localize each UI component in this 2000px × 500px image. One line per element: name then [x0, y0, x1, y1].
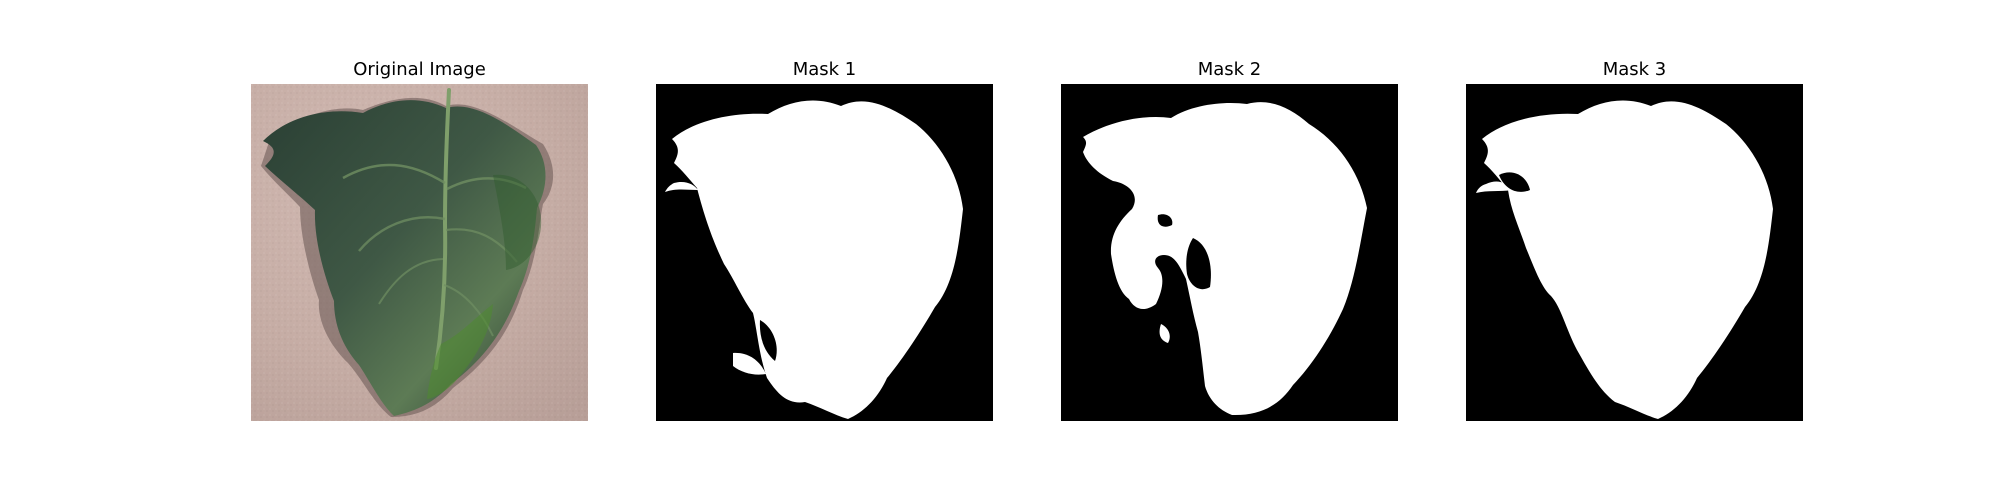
mask-1-bottom-left-blob — [733, 352, 766, 375]
mask-1-image — [656, 84, 993, 421]
mask-3-image — [1466, 84, 1803, 421]
mask-3-speck-bottom — [1602, 362, 1617, 381]
panel-title-original-image: Original Image — [353, 59, 486, 80]
leaf-midrib — [434, 88, 451, 370]
mask-1-hole — [759, 320, 777, 361]
mask-3-panel — [1466, 84, 1803, 421]
leaf-highlight-bottom-right — [427, 304, 493, 399]
mask-2-speck — [1159, 324, 1170, 343]
leaf-vein-upper-left — [342, 163, 446, 185]
mask-3-hole-upper-left — [1499, 172, 1530, 192]
mask-1-leaf-region — [672, 100, 963, 420]
leaf-vein-upper-right — [446, 177, 527, 191]
original-image-panel — [251, 84, 588, 421]
mask-2-image — [1061, 84, 1398, 421]
mask-2-panel — [1061, 84, 1398, 421]
mask-2-leaf-region — [1083, 102, 1367, 416]
leaf-vein-middle-left — [358, 216, 446, 252]
leaf-vein-middle-right — [445, 228, 518, 263]
mask-1-panel — [656, 84, 993, 421]
mask-2-inner-hole — [1186, 238, 1211, 290]
leaf-vein-lower-right — [443, 284, 494, 337]
panel-title-mask-2: Mask 2 — [1197, 59, 1262, 80]
mask-3-left-spur — [1476, 181, 1512, 193]
mask-2-small-hole — [1157, 214, 1173, 227]
leaf-vein-lower-left — [378, 258, 444, 305]
panel-title-mask-1: Mask 1 — [792, 59, 857, 80]
mask-3-leaf-region — [1482, 100, 1773, 420]
mask-1-left-spur — [665, 181, 698, 192]
panel-title-mask-3: Mask 3 — [1602, 59, 1667, 80]
original-leaf-image — [251, 84, 588, 421]
leaf-highlight-right — [493, 174, 542, 270]
